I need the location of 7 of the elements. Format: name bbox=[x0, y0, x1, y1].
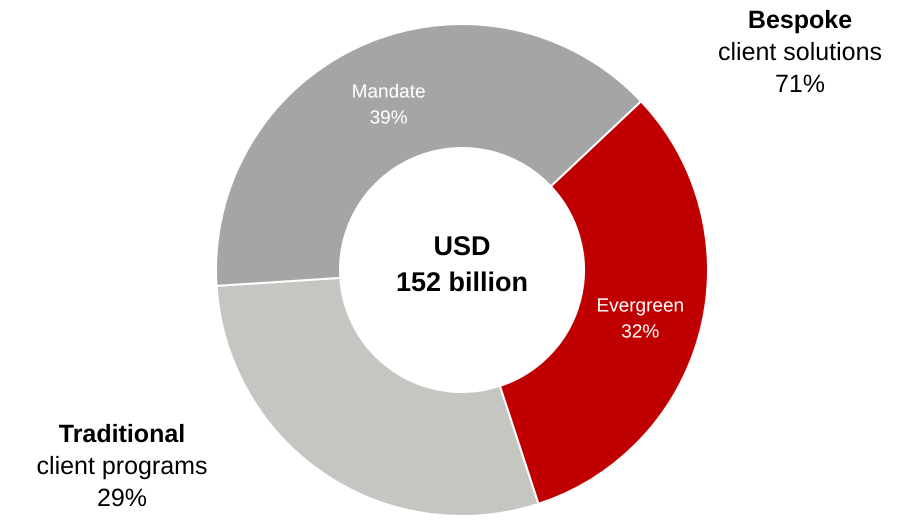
text: Bespoke client solutions 71% bbox=[717, 5, 883, 100]
slice-label: Mandate bbox=[352, 81, 426, 102]
data-label: 39% bbox=[370, 107, 408, 128]
slice-label: Evergreen bbox=[596, 295, 684, 316]
text: Traditional client programs 29% bbox=[36, 419, 208, 514]
text: USD 152 billion bbox=[394, 230, 530, 299]
data-label: 32% bbox=[621, 321, 660, 342]
